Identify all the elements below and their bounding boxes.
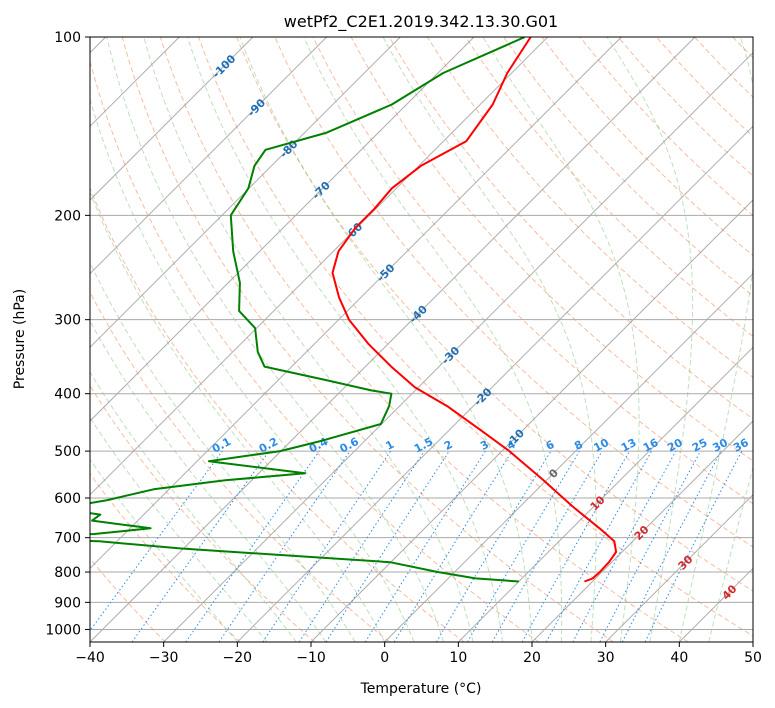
plot-frame [89,36,754,643]
y-tick-label: 300 [54,313,81,329]
mixing-ratio-label: 30 [710,436,730,455]
mixing-ratio-line [572,450,677,642]
x-axis-label: Temperature (°C) [360,681,482,697]
y-tick-label: 900 [54,595,81,611]
mixing-ratio-label: 20 [665,436,685,455]
moist-adiabat-line [382,37,597,642]
isotherm-line [90,37,254,201]
mixing-ratio-line [185,450,320,642]
mixing-ratio-line [262,450,392,642]
dry-adiabat-line [90,186,465,642]
dry-adiabat-line [159,37,689,642]
dry-adiabat-line [426,37,753,378]
mixing-ratio-line [131,450,270,642]
mixing-ratio-line [393,450,513,642]
dry-adiabat-line [90,384,316,642]
x-tick-label: 30 [597,650,615,666]
x-tick-label: −40 [75,650,105,666]
x-tick-label: −10 [296,650,326,666]
mixing-ratio-label: 13 [619,436,639,455]
y-tick-label: 1000 [45,622,81,638]
plot-area [90,37,753,642]
y-tick-label: 500 [54,444,81,460]
moist-adiabat-line [187,37,503,642]
x-tick-label: −30 [149,650,179,666]
isotherm-line [605,493,753,642]
mixing-ratio-line [298,450,425,642]
moist-adiabat-line [708,465,753,642]
y-axis: 100 200 300 400 500 600 700 800 900 1000 [45,30,90,638]
moist-adiabat-line [90,320,327,642]
dry-adiabat-line [503,37,753,297]
y-tick-label: 400 [54,387,81,403]
x-axis: −40 −30 −20 −10 0 10 20 30 40 50 [75,642,762,666]
dry-adiabat-line [90,291,390,642]
isotherm-line [384,272,753,642]
moist-adiabat-line [239,37,533,642]
mixing-ratio-line [545,450,653,642]
x-tick-label: −20 [223,650,253,666]
isotherm-line [90,37,622,570]
isotherm-line [90,37,401,349]
temperature-profile-line [331,37,618,583]
x-tick-label: 10 [449,650,467,666]
dry-adiabat-line [274,37,753,548]
moist-adiabat-line [90,190,386,642]
isotherm-line [90,37,696,642]
isotherm-line [236,125,753,642]
mixing-ratio-line [90,450,223,632]
dry-adiabat-line [350,37,753,462]
isotherm-line [457,346,753,642]
y-tick-label: 800 [54,565,81,581]
dry-adiabat-line [771,37,775,642]
x-tick-label: 20 [523,650,541,666]
mixing-ratio-line [644,450,743,642]
mixing-ratio-line [325,450,450,642]
mixing-ratio-line [218,450,351,642]
dry-adiabat-line [90,557,166,642]
dry-adiabat-line [90,472,241,642]
isotherm-line [752,641,753,642]
mixing-ratio-label: 36 [731,436,751,455]
dry-adiabat-line [90,59,540,642]
background-lines [90,37,775,642]
y-tick-label: 600 [54,491,81,507]
moist-adiabat-line [678,37,753,642]
mixing-ratio-line [521,450,630,642]
mixing-ratio-label: 16 [641,436,661,455]
dewpoint-profile-line [90,37,526,583]
isotherm-line [531,420,753,642]
isotherm-line [90,37,328,275]
isotherm-line [90,37,475,422]
profile-lines [90,37,618,583]
isotherm-line [90,37,549,496]
y-tick-label: 200 [54,208,81,224]
chart-title: wetPf2_C2E1.2019.342.13.30.G01 [284,12,558,32]
moist-adiabat-line [482,37,640,642]
moist-adiabat-line [106,37,445,642]
dry-adiabat-line [236,37,753,592]
moist-adiabat-line [90,458,238,642]
mixing-ratio-label: 10 [591,436,611,455]
moist-adiabat-line [606,37,694,642]
y-tick-label: 700 [54,531,81,547]
x-tick-label: 0 [380,650,389,666]
moist-adiabat-line [90,416,268,642]
isotherm-line [163,51,753,642]
mixing-ratio-label: 25 [690,436,710,455]
moist-adiabat-line [90,261,356,642]
dry-adiabat-line [121,37,614,642]
y-axis-label: Pressure (hPa) [12,289,28,389]
x-tick-label: 50 [744,650,762,666]
y-tick-label: 100 [54,30,81,46]
x-tick-label: 40 [670,650,688,666]
moist-adiabat-line [143,37,474,642]
isotherm-line [310,199,753,642]
